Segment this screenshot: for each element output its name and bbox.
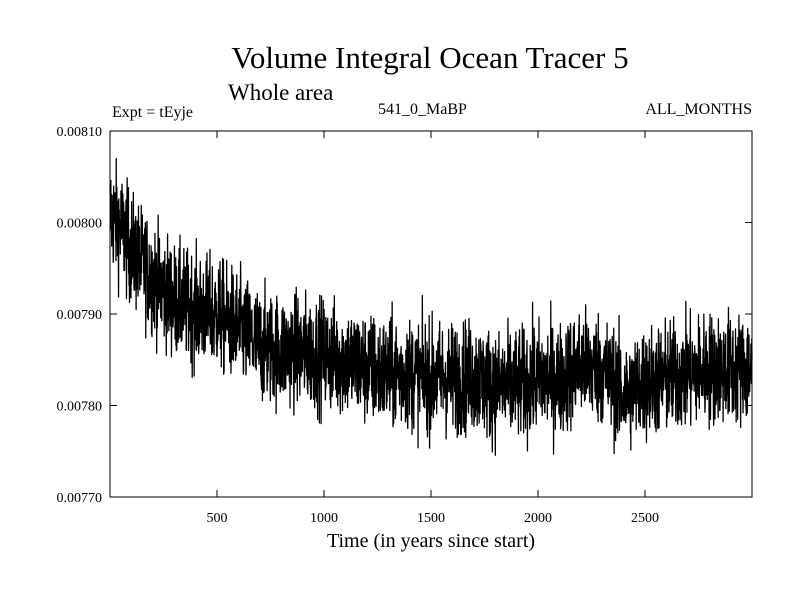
series-line: [109, 157, 753, 456]
x-axis-label: Time (in years since start): [326, 530, 536, 552]
y-tick-label: 0.00810: [57, 125, 103, 140]
x-tick-label: 2500: [631, 511, 659, 526]
run-label: 541_0_MaBP: [378, 101, 467, 118]
experiment-label: Expt = tEyje: [112, 104, 194, 121]
x-tick-label: 2000: [524, 511, 552, 526]
chart-subtitle: Whole area: [228, 80, 334, 105]
months-label: ALL_MONTHS: [645, 101, 752, 118]
chart-title: Volume Integral Ocean Tracer 5: [231, 40, 629, 75]
y-tick-label: 0.00770: [57, 491, 103, 506]
y-tick-label: 0.00800: [57, 217, 103, 232]
x-tick-label: 500: [207, 511, 228, 526]
x-tick-label: 1500: [417, 511, 445, 526]
x-tick-label: 1000: [310, 511, 338, 526]
y-tick-label: 0.00780: [57, 400, 103, 415]
y-tick-label: 0.00790: [57, 308, 103, 323]
